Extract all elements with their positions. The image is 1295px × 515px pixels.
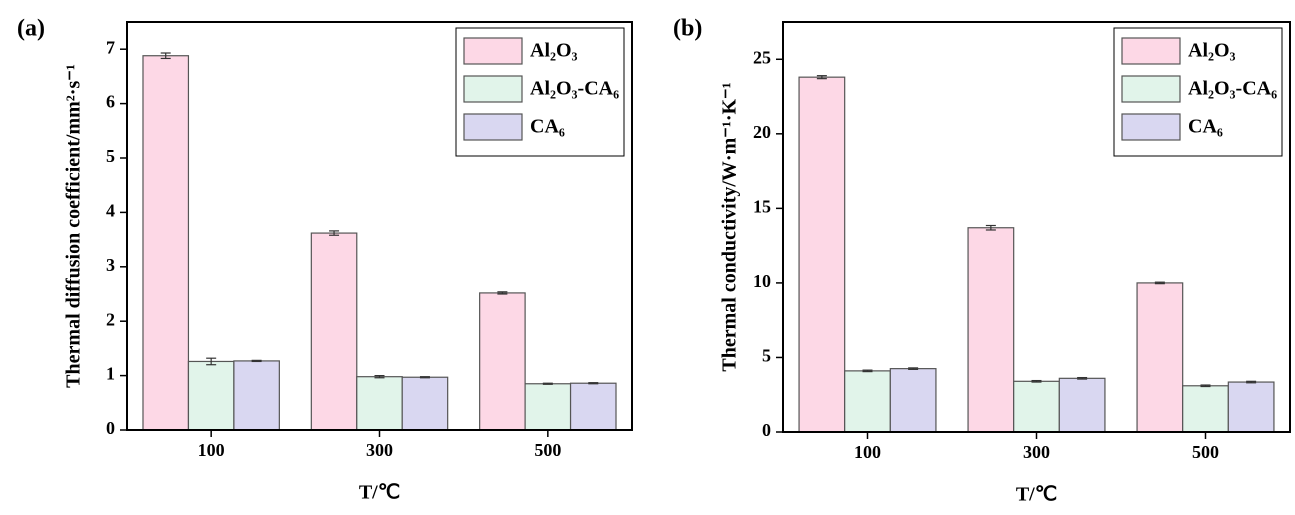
- error-bar: [862, 369, 873, 373]
- legend-swatch: [463, 37, 523, 65]
- bar: [479, 292, 526, 431]
- bar: [798, 76, 846, 433]
- bar: [889, 368, 937, 433]
- legend-swatch: [1121, 75, 1181, 103]
- y-tick-label: 25: [753, 47, 771, 67]
- panel: (a) Thermal diffusion coefficient/mm²·s⁻¹…: [17, 16, 633, 504]
- error-bar: [542, 382, 553, 385]
- legend-swatch: [463, 113, 523, 141]
- legend-label: Al₂O₃-CA₆: [530, 78, 619, 100]
- x-axis-title: T/℃: [359, 482, 400, 504]
- bar: [524, 383, 572, 431]
- legend-label: Al₂O₃: [1188, 40, 1236, 62]
- legend-label: CA₆: [530, 116, 565, 138]
- error-bar: [1200, 384, 1211, 388]
- legend-label: Al₂O₃: [530, 40, 578, 62]
- bar: [142, 55, 190, 431]
- bar: [310, 232, 358, 431]
- y-tick-label: 15: [753, 196, 771, 216]
- error-bar: [1031, 379, 1042, 383]
- x-tick-label: 100: [198, 440, 225, 460]
- y-tick-label: 7: [106, 37, 115, 57]
- bar: [1058, 377, 1106, 433]
- y-tick-label: 6: [106, 92, 115, 112]
- bar: [844, 370, 891, 433]
- bar: [401, 376, 449, 431]
- y-tick-label: 5: [762, 346, 771, 366]
- bar: [569, 382, 617, 431]
- y-tick-label: 0: [762, 420, 771, 440]
- legend: Al₂O₃ Al₂O₃-CA₆ CA₆: [455, 27, 625, 157]
- legend-label: CA₆: [1188, 116, 1223, 138]
- error-bar: [1246, 380, 1257, 384]
- y-tick-label: 3: [106, 255, 115, 275]
- legend-swatch: [1121, 113, 1181, 141]
- x-axis-title: T/℃: [1016, 484, 1057, 506]
- bar: [187, 360, 235, 431]
- legend-swatch: [1121, 37, 1181, 65]
- bar: [1227, 381, 1275, 433]
- bar: [356, 376, 403, 431]
- y-tick-label: 1: [106, 364, 115, 384]
- y-tick-label: 5: [106, 146, 115, 166]
- axis-frame: [126, 21, 633, 431]
- y-axis-title: Thermal conductivity/W·m⁻¹·K⁻¹: [719, 82, 741, 371]
- bar: [1182, 385, 1229, 433]
- bar: [233, 360, 280, 431]
- error-bar: [588, 382, 599, 385]
- error-bar: [251, 359, 262, 363]
- bar: [1013, 380, 1060, 433]
- y-tick-label: 2: [106, 309, 115, 329]
- y-tick-label: 4: [106, 201, 115, 221]
- panel-label: (b): [673, 16, 702, 42]
- legend: Al₂O₃ Al₂O₃-CA₆ CA₆: [1113, 27, 1283, 157]
- error-bar: [985, 224, 996, 231]
- y-tick-label: 20: [753, 122, 771, 142]
- error-bar: [160, 52, 171, 60]
- bar: [967, 227, 1015, 433]
- x-tick-label: 500: [534, 440, 561, 460]
- error-bar: [1154, 281, 1165, 285]
- legend-label: Al₂O₃-CA₆: [1188, 78, 1277, 100]
- error-bar: [374, 375, 385, 379]
- error-bar: [1077, 376, 1088, 380]
- y-tick-label: 0: [106, 418, 115, 438]
- panel: (b) Thermal conductivity/W·m⁻¹·K⁻¹ T/℃ 0 5 10…: [673, 16, 1291, 506]
- error-bar: [329, 230, 340, 236]
- axis-frame: [782, 21, 1291, 433]
- y-axis-title: Thermal diffusion coefficient/mm²·s⁻¹: [63, 64, 85, 388]
- y-tick-label: 10: [753, 271, 771, 291]
- error-bar: [419, 376, 430, 379]
- error-bar: [908, 367, 919, 370]
- error-bar: [816, 75, 827, 80]
- x-tick-label: 300: [1023, 442, 1050, 462]
- x-tick-label: 100: [854, 442, 881, 462]
- error-bar: [497, 291, 508, 295]
- legend-swatch: [463, 75, 523, 103]
- bar: [1136, 282, 1184, 433]
- error-bar: [206, 357, 217, 366]
- x-tick-label: 500: [1192, 442, 1219, 462]
- panel-label: (a): [17, 16, 45, 42]
- x-tick-label: 300: [366, 440, 393, 460]
